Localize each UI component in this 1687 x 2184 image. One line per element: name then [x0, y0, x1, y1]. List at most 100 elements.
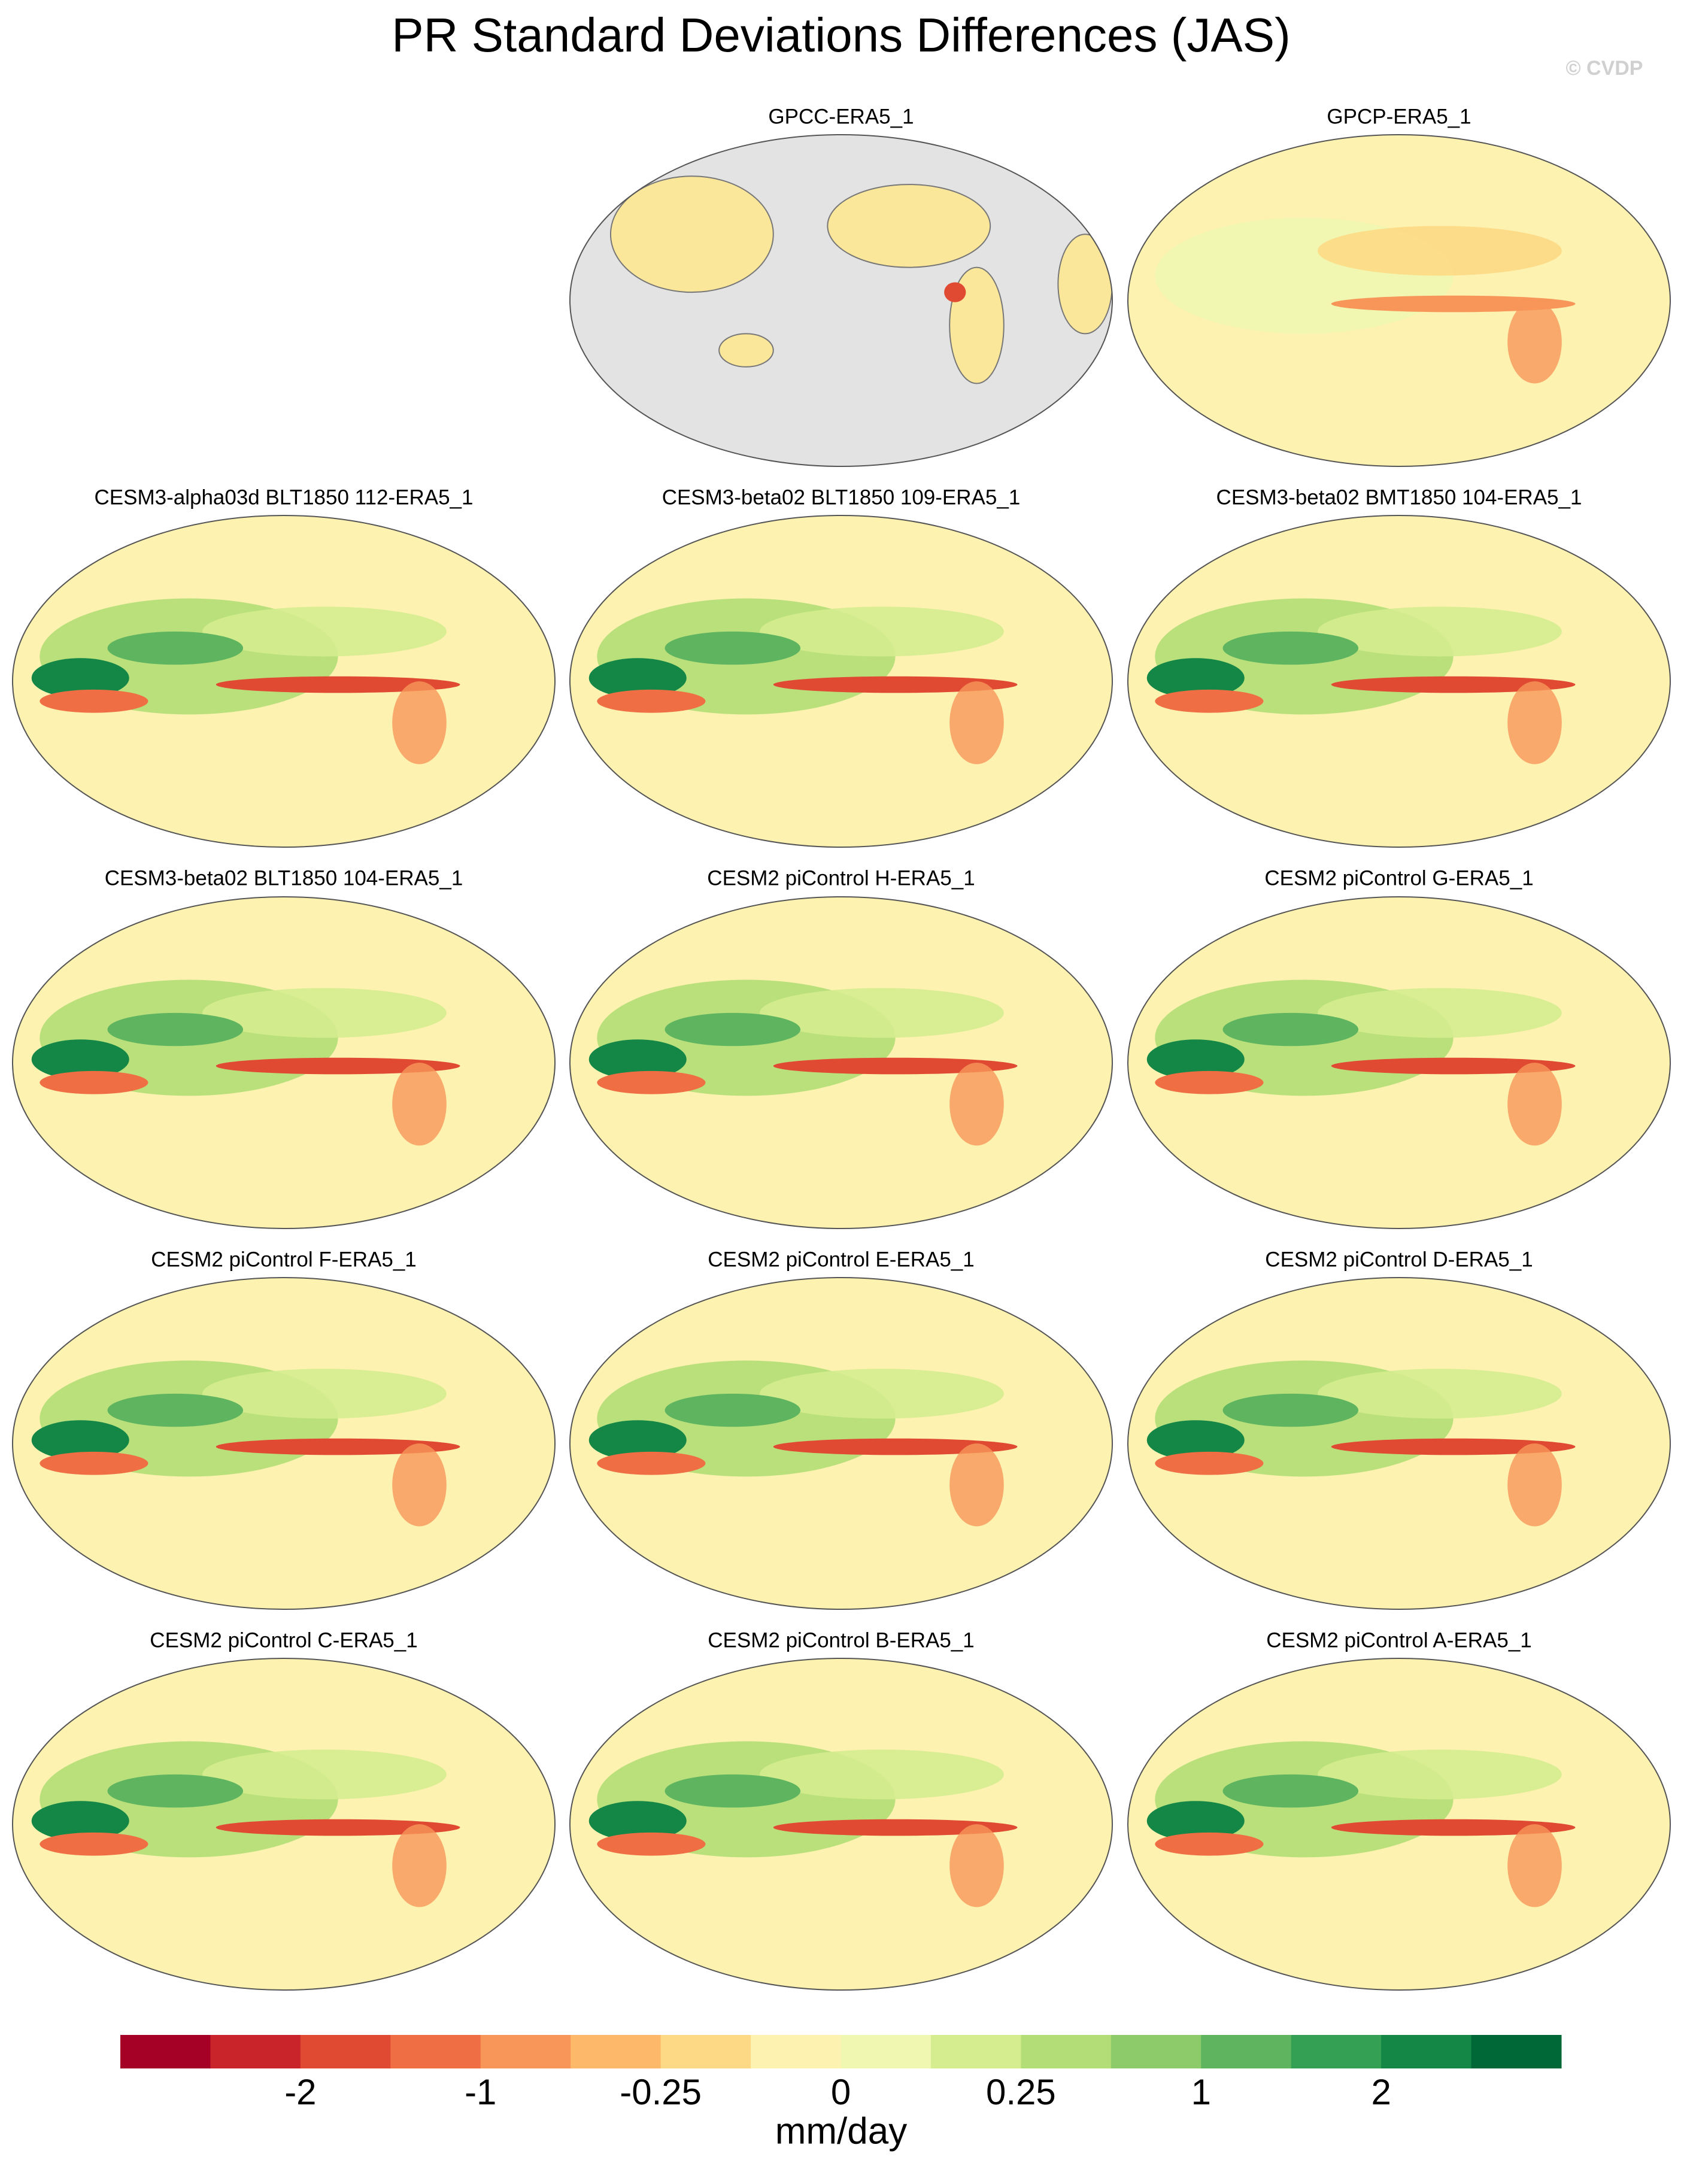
colorbar-swatch	[1381, 2035, 1472, 2068]
equatorial-band	[773, 1819, 1018, 1836]
map-outline	[12, 1277, 556, 1610]
colorbar-tick-label: 2	[1371, 2072, 1391, 2112]
green-region	[760, 988, 1004, 1038]
green-core	[1146, 1801, 1245, 1841]
green-core	[107, 1393, 244, 1427]
watermark: © CVDP	[1566, 57, 1643, 80]
green-region	[202, 1369, 447, 1419]
green-region	[760, 1369, 1004, 1419]
equatorial-band	[216, 1057, 460, 1075]
colorbar-swatch	[571, 2035, 662, 2068]
green-region	[202, 1749, 447, 1800]
equatorial-band	[1331, 295, 1576, 313]
map-outline	[569, 134, 1113, 467]
green-region	[202, 606, 447, 657]
land-anomaly	[944, 282, 966, 302]
red-region	[949, 1443, 1004, 1527]
red-region	[1507, 1824, 1562, 1907]
map	[1128, 897, 1670, 1228]
colorbar-swatch	[1021, 2035, 1112, 2068]
colorbar-swatch	[1291, 2035, 1382, 2068]
panel-title: CESM3-alpha03d BLT1850 112-ERA5_1	[95, 486, 474, 509]
panel-title: CESM3-beta02 BLT1850 109-ERA5_1	[662, 486, 1021, 509]
panel-title: CESM2 piControl E-ERA5_1	[708, 1248, 974, 1271]
green-core	[1146, 1039, 1245, 1079]
map	[1128, 135, 1670, 466]
colorbar-tick-label: -1	[465, 2072, 496, 2112]
colorbar-swatch	[930, 2035, 1021, 2068]
map	[13, 1658, 555, 1990]
red-region	[40, 1832, 148, 1856]
green-region	[202, 988, 447, 1038]
equatorial-band	[773, 1438, 1018, 1455]
map-outline	[569, 515, 1113, 848]
map-outline	[569, 1658, 1113, 1991]
colorbar-swatch	[120, 2035, 211, 2068]
green-core	[588, 1801, 687, 1841]
colorbar-swatch	[300, 2035, 391, 2068]
green-core	[1222, 1774, 1359, 1808]
green-core	[665, 1393, 801, 1427]
map-outline	[12, 896, 556, 1229]
green-core	[665, 631, 801, 665]
green-core	[1146, 1420, 1245, 1460]
equatorial-band	[216, 1819, 460, 1836]
equatorial-band	[216, 1438, 460, 1455]
land	[1057, 233, 1112, 335]
map-outline	[1127, 134, 1671, 467]
map	[570, 897, 1112, 1228]
map	[570, 515, 1112, 847]
green-core	[107, 1012, 244, 1046]
green-region	[1318, 1749, 1562, 1800]
panel-title: GPCC-ERA5_1	[768, 105, 914, 128]
colorbar-swatch	[1471, 2035, 1562, 2068]
equatorial-band	[1331, 1819, 1576, 1836]
green-region	[760, 1749, 1004, 1800]
panel-title: CESM2 piControl G-ERA5_1	[1264, 866, 1533, 890]
map	[570, 135, 1112, 466]
equatorial-band	[1331, 1057, 1576, 1075]
colorbar-swatch	[1201, 2035, 1292, 2068]
panel-title: CESM2 piControl D-ERA5_1	[1265, 1248, 1533, 1271]
green-core	[31, 1801, 129, 1841]
equatorial-band	[773, 1057, 1018, 1075]
red-region	[949, 1824, 1004, 1907]
red-region	[1507, 681, 1562, 765]
map	[1128, 1278, 1670, 1609]
colorbar-tick-label: -2	[284, 2072, 316, 2112]
red-region	[392, 1063, 447, 1146]
red-region	[40, 1451, 148, 1475]
red-region	[40, 689, 148, 713]
equatorial-band	[1331, 1438, 1576, 1455]
green-core	[1222, 631, 1359, 665]
panel-title: CESM2 piControl A-ERA5_1	[1266, 1628, 1532, 1652]
map-outline	[569, 896, 1113, 1229]
map	[1128, 1658, 1670, 1990]
red-region	[1155, 1451, 1264, 1475]
green-core	[107, 1774, 244, 1808]
panel-title: CESM2 piControl H-ERA5_1	[707, 866, 975, 890]
colorbar-swatch	[841, 2035, 932, 2068]
red-region	[597, 689, 706, 713]
colorbar-swatch	[480, 2035, 571, 2068]
map-outline	[569, 1277, 1113, 1610]
green-core	[588, 658, 687, 698]
green-region	[1318, 606, 1562, 657]
map	[1128, 515, 1670, 847]
figure-title: PR Standard Deviations Differences (JAS)	[392, 8, 1290, 62]
map-outline	[12, 515, 556, 848]
map-outline	[1127, 1658, 1671, 1991]
red-region	[597, 1451, 706, 1475]
colorbar-swatch	[210, 2035, 301, 2068]
colorbar-tick-label: 1	[1191, 2072, 1211, 2112]
red-region	[392, 1443, 447, 1527]
green-region	[1318, 988, 1562, 1038]
colorbar-swatch	[660, 2035, 751, 2068]
land	[827, 184, 991, 268]
map-outline	[1127, 515, 1671, 848]
map	[13, 897, 555, 1228]
red-region	[1155, 689, 1264, 713]
red-region	[40, 1070, 148, 1094]
red-region	[1155, 1832, 1264, 1856]
